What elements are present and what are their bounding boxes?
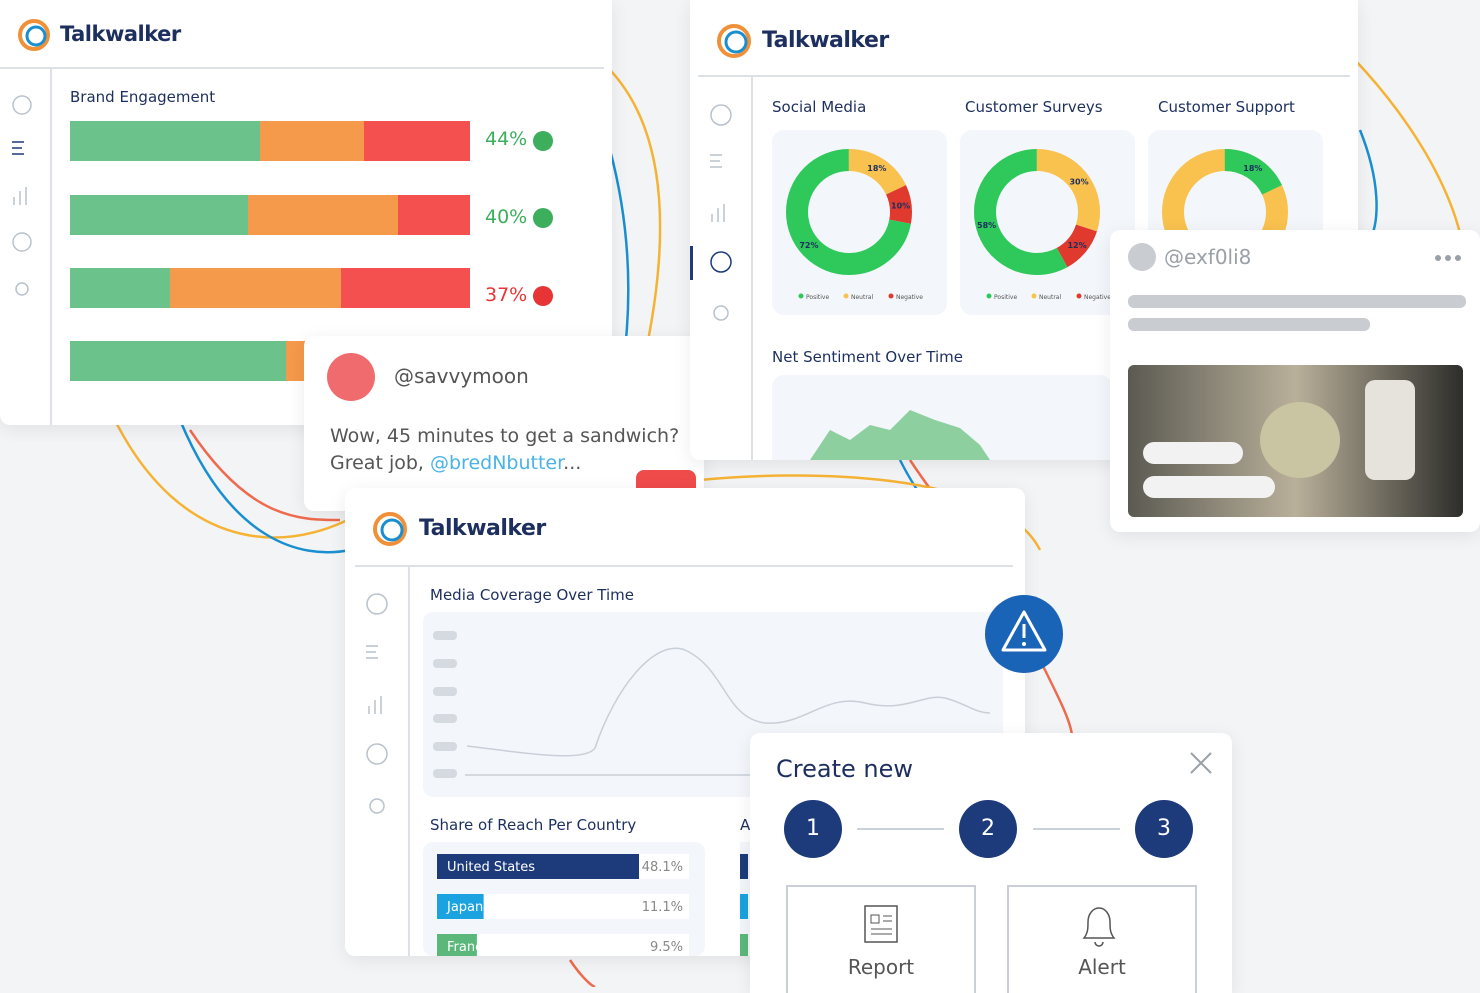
tweet-handle: @savvymoon [394,364,529,388]
sentiment-layout: 18% 10% 72% Positive Neutral Negative 30% 12% 58… [690,24,1350,460]
donut-title: Social Media [772,98,867,116]
donut-label: 72% [799,241,818,250]
logo-text: Talkwalker [762,28,889,53]
donut-label: 10% [891,201,910,210]
country-value: 48.1% [642,860,683,875]
donut-segment [786,149,912,275]
ellipsis: ... [563,452,582,474]
panel-title: Share of Reach Per Country [430,816,637,834]
tweet-card: @savvymoon Wow, 45 minutes to get a sand… [304,336,704,511]
country-bar [437,894,484,919]
tweet-layout [327,353,696,510]
pct-label: 40% [485,206,528,228]
pct-label: 37% [485,284,528,306]
legend-dot [1031,293,1037,299]
legend-label: Positive [806,294,829,301]
donut-segment [786,149,912,275]
legend-label: Negative [1084,294,1111,301]
social-handle: @exf0li8 [1164,245,1252,269]
logo-text: Talkwalker [419,516,546,541]
legend-dot [1076,293,1082,299]
donut-segment [974,149,1100,275]
legend-label: Neutral [851,294,873,301]
panel-title: A [740,816,751,834]
logo-text: Talkwalker [60,22,181,46]
legend-label: Neutral [1039,294,1061,301]
tweet-text: Great job, @bredNbutter... [330,452,581,474]
option-label[interactable]: Alert [1078,955,1126,979]
legend-dot [798,293,804,299]
legend-label: Negative [896,294,923,301]
legend-dot [986,293,992,299]
country-value: 11.1% [642,900,683,915]
legend-dot [888,293,894,299]
country-bar [437,934,477,956]
dialog-layout [784,752,1212,993]
legend-dot [843,293,849,299]
social-layout [1128,243,1466,517]
country-value: 9.5% [650,940,683,955]
donut-label: 18% [1243,164,1262,173]
mention[interactable]: @bredNbutter [429,452,564,474]
country-name: United States [447,860,535,875]
legend-label: Positive [994,294,1017,301]
create-dialog: Create new 1 2 3 Report Alert [750,733,1232,993]
panel-title: Net Sentiment Over Time [772,348,963,366]
donut-title: Customer Support [1158,98,1295,116]
donut-title: Customer Surveys [965,98,1103,116]
bar-track [437,934,689,956]
country-name: Japan [446,900,483,915]
pct-label: 44% [485,128,528,150]
donut-segment [786,149,912,275]
donut-label: 30% [1069,177,1088,186]
donut-label: 12% [1067,241,1086,250]
panel-title: Media Coverage Over Time [430,586,635,604]
country-bar [437,854,640,879]
tweet-text: Great job, [330,452,430,474]
step-number[interactable]: 3 [1157,816,1171,841]
dialog-title: Create new [776,755,913,783]
donut-segment [1162,149,1288,275]
country-name: France [447,940,490,955]
option-label[interactable]: Report [847,955,915,979]
step-number[interactable]: 2 [981,816,995,841]
step-number[interactable]: 1 [806,816,820,841]
donut-label: 58% [977,221,996,230]
tweet-text: Wow, 45 minutes to get a sandwich? [330,425,680,447]
donut-label: 18% [867,164,886,173]
social-card: @exf0li8 [1110,230,1480,532]
panel-title: Brand Engagement [70,88,216,106]
